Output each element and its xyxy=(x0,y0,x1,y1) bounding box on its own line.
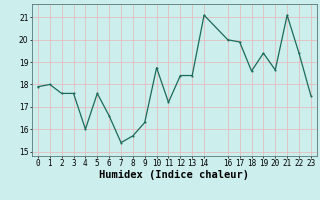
X-axis label: Humidex (Indice chaleur): Humidex (Indice chaleur) xyxy=(100,170,249,180)
